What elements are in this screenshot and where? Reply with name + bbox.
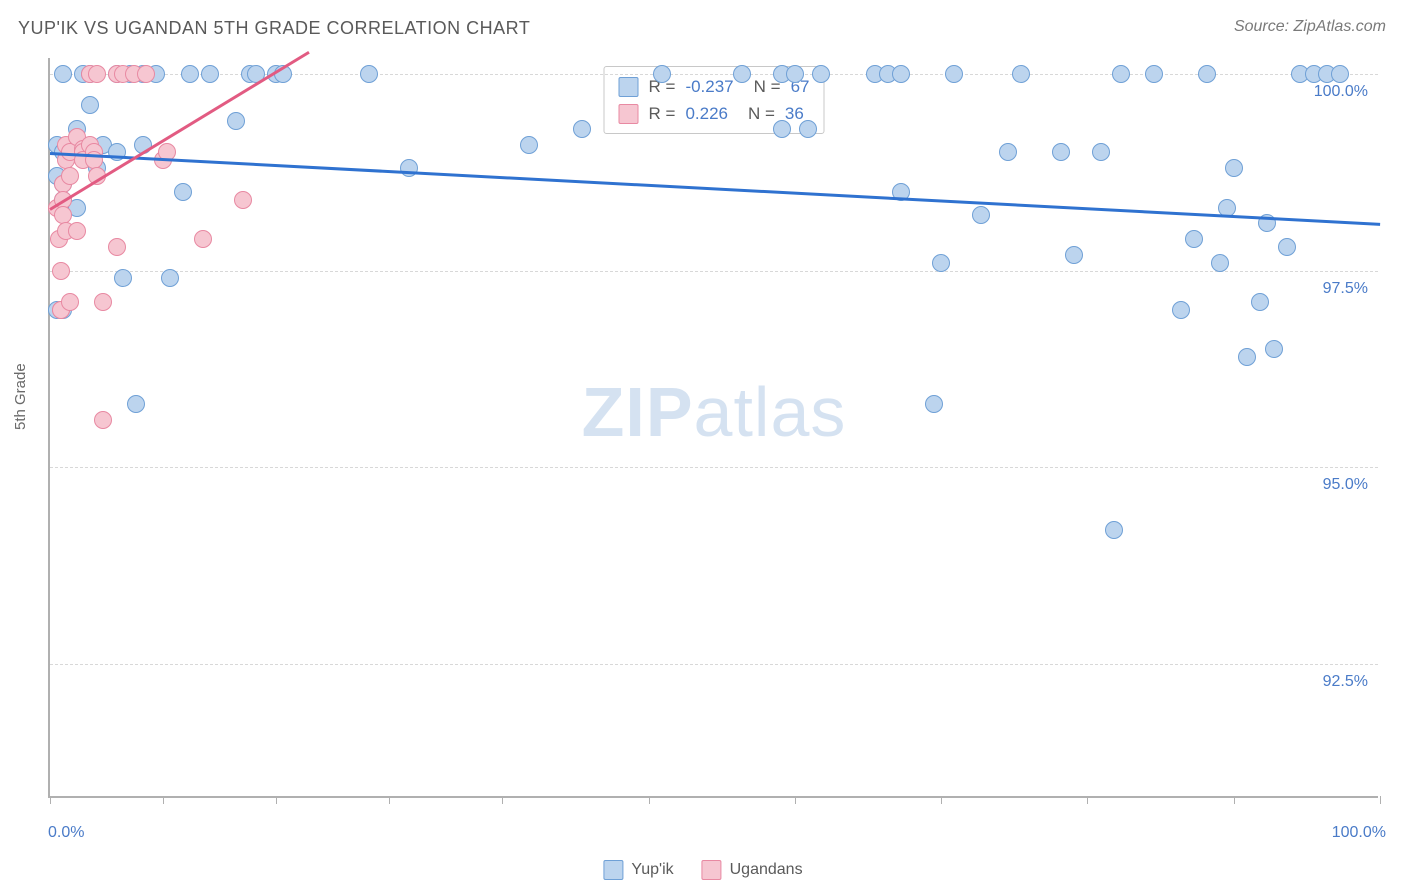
scatter-point (94, 411, 112, 429)
legend-n-label: N = (748, 100, 775, 127)
scatter-point (520, 136, 538, 154)
chart-title: YUP'IK VS UGANDAN 5TH GRADE CORRELATION … (18, 18, 530, 39)
scatter-point (114, 269, 132, 287)
scatter-point (94, 293, 112, 311)
scatter-point (227, 112, 245, 130)
x-tick (50, 796, 51, 804)
scatter-point (1012, 65, 1030, 83)
legend-item: Ugandans (702, 860, 803, 880)
y-tick-label: 100.0% (1314, 83, 1368, 101)
scatter-point (1185, 230, 1203, 248)
legend-r-label: R = (649, 100, 676, 127)
scatter-point (234, 191, 252, 209)
scatter-point (999, 143, 1017, 161)
legend-item: Yup'ik (603, 860, 673, 880)
series-legend: Yup'ik Ugandans (603, 860, 802, 880)
scatter-point (1238, 348, 1256, 366)
scatter-point (1225, 159, 1243, 177)
y-tick-label: 97.5% (1323, 280, 1368, 298)
scatter-point (174, 183, 192, 201)
x-tick (389, 796, 390, 804)
scatter-point (1092, 143, 1110, 161)
scatter-point (1211, 254, 1229, 272)
scatter-point (201, 65, 219, 83)
scatter-point (812, 65, 830, 83)
legend-r-value: -0.237 (685, 73, 733, 100)
x-tick (1234, 796, 1235, 804)
legend-swatch (619, 104, 639, 124)
gridline (50, 467, 1378, 468)
scatter-point (127, 395, 145, 413)
scatter-point (52, 262, 70, 280)
scatter-point (972, 206, 990, 224)
x-axis-min-label: 0.0% (48, 824, 84, 842)
legend-label: Yup'ik (631, 861, 673, 879)
scatter-point (1065, 246, 1083, 264)
scatter-point (1198, 65, 1216, 83)
scatter-point (1331, 65, 1349, 83)
y-tick-label: 95.0% (1323, 476, 1368, 494)
scatter-point (1265, 340, 1283, 358)
scatter-point (194, 230, 212, 248)
y-axis-label: 5th Grade (12, 363, 29, 430)
scatter-point (88, 65, 106, 83)
scatter-point (161, 269, 179, 287)
scatter-point (773, 120, 791, 138)
scatter-chart: ZIPatlas R = -0.237N = 67R = 0.226N = 36… (48, 58, 1378, 798)
scatter-point (1278, 238, 1296, 256)
scatter-point (1052, 143, 1070, 161)
scatter-point (61, 293, 79, 311)
source-label: Source: ZipAtlas.com (1234, 18, 1386, 36)
scatter-point (61, 167, 79, 185)
scatter-point (137, 65, 155, 83)
legend-swatch (603, 860, 623, 880)
x-tick (795, 796, 796, 804)
scatter-point (1251, 293, 1269, 311)
scatter-point (786, 65, 804, 83)
scatter-point (932, 254, 950, 272)
legend-r-value: 0.226 (685, 100, 728, 127)
x-tick (276, 796, 277, 804)
scatter-point (653, 65, 671, 83)
trendline (50, 152, 1380, 226)
scatter-point (733, 65, 751, 83)
y-tick-label: 92.5% (1323, 673, 1368, 691)
scatter-point (360, 65, 378, 83)
scatter-point (945, 65, 963, 83)
scatter-point (799, 120, 817, 138)
x-tick (502, 796, 503, 804)
scatter-point (1105, 521, 1123, 539)
scatter-point (108, 238, 126, 256)
gridline (50, 271, 1378, 272)
scatter-point (1145, 65, 1163, 83)
scatter-point (68, 222, 86, 240)
x-tick (941, 796, 942, 804)
scatter-point (892, 65, 910, 83)
legend-swatch (619, 77, 639, 97)
x-tick (1087, 796, 1088, 804)
scatter-point (1172, 301, 1190, 319)
x-tick (649, 796, 650, 804)
x-axis-max-label: 100.0% (1332, 824, 1386, 842)
watermark-text: ZIPatlas (582, 372, 847, 452)
x-tick (1380, 796, 1381, 804)
x-tick (163, 796, 164, 804)
scatter-point (573, 120, 591, 138)
gridline (50, 664, 1378, 665)
scatter-point (1112, 65, 1130, 83)
scatter-point (181, 65, 199, 83)
legend-swatch (702, 860, 722, 880)
scatter-point (54, 65, 72, 83)
legend-label: Ugandans (730, 861, 803, 879)
scatter-point (81, 96, 99, 114)
scatter-point (925, 395, 943, 413)
